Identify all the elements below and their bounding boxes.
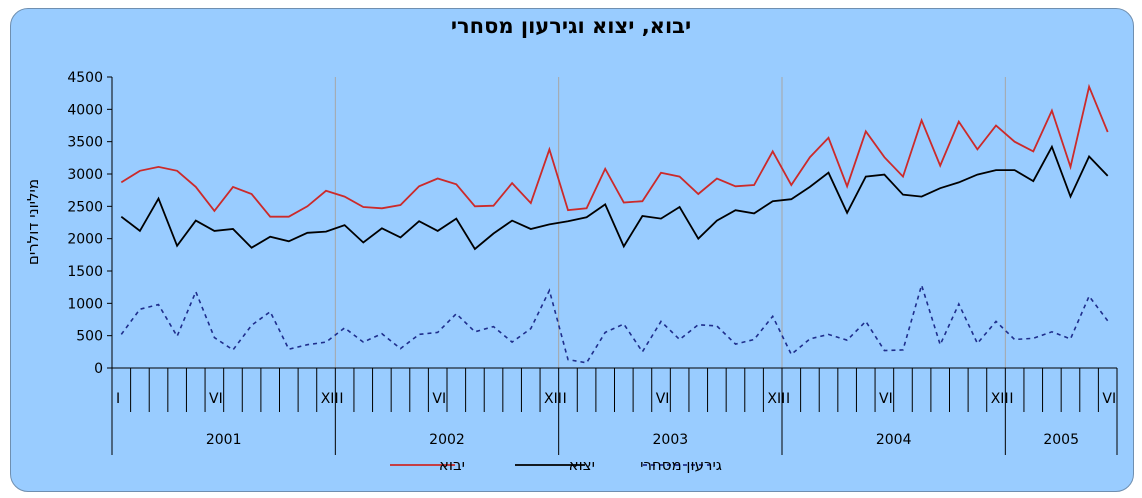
vertical-grid (334, 77, 1006, 368)
x-month-label: VI (656, 391, 670, 407)
y-tick-label: 3000 (67, 167, 103, 183)
axes (111, 77, 1117, 369)
y-axis-ticks: 0 500 1000 1500 2000 2500 3000 3500 4000 4500 (67, 70, 112, 377)
x-month-label: I (786, 391, 790, 407)
y-tick-label: 2000 (67, 232, 103, 248)
y-tick-label: 1500 (67, 264, 103, 280)
y-tick-label: 0 (94, 361, 103, 377)
x-year-label: 2003 (653, 432, 689, 448)
chart-frame (10, 8, 1134, 492)
y-tick-label: 4500 (67, 70, 103, 86)
y-axis-label: מיליוני דולרים (24, 179, 42, 265)
x-month-label: VI (432, 391, 446, 407)
series-line (120, 83, 1109, 218)
x-year-label: 2005 (1043, 432, 1079, 448)
x-month-label: I (116, 391, 120, 407)
x-month-label: I (563, 391, 567, 407)
series-line (120, 144, 1109, 251)
x-month-label: VI (209, 391, 223, 407)
legend: יבוא יצוא גירעון מסחרי (390, 456, 722, 474)
legend-label: יבוא (439, 456, 465, 474)
x-year-label: 2001 (206, 432, 242, 448)
y-tick-label: 3500 (67, 135, 103, 151)
x-month-label: VI (879, 391, 893, 407)
legend-label: יצוא (569, 456, 595, 474)
x-month-label: XII (544, 391, 562, 407)
legend-label: גירעון מסחרי (640, 456, 722, 474)
x-month-label: VI (1102, 391, 1116, 407)
y-tick-label: 500 (76, 329, 103, 345)
x-month-label: XII (767, 391, 785, 407)
y-tick-label: 2500 (67, 199, 103, 215)
y-tick-label: 1000 (67, 296, 103, 312)
chart-title: יבוא, יצוא וגירעון מסחרי (450, 14, 692, 38)
series-line (120, 282, 1109, 364)
series-lines (120, 83, 1109, 364)
x-month-label: XII (991, 391, 1009, 407)
y-tick-label: 4000 (67, 102, 103, 118)
x-month-label: I (339, 391, 343, 407)
x-year-label: 2002 (429, 432, 465, 448)
x-year-label: 2004 (876, 432, 912, 448)
x-month-label: XII (321, 391, 339, 407)
x-month-label: I (1009, 391, 1013, 407)
